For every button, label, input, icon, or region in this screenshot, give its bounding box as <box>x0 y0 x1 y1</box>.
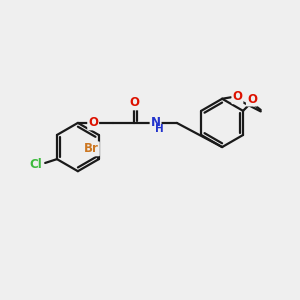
Text: O: O <box>88 116 98 129</box>
Text: O: O <box>232 90 242 103</box>
Text: O: O <box>129 96 140 110</box>
Text: O: O <box>247 93 257 106</box>
Text: N: N <box>151 116 160 129</box>
Text: Br: Br <box>84 142 99 155</box>
Text: Cl: Cl <box>29 158 42 171</box>
Text: H: H <box>155 124 164 134</box>
